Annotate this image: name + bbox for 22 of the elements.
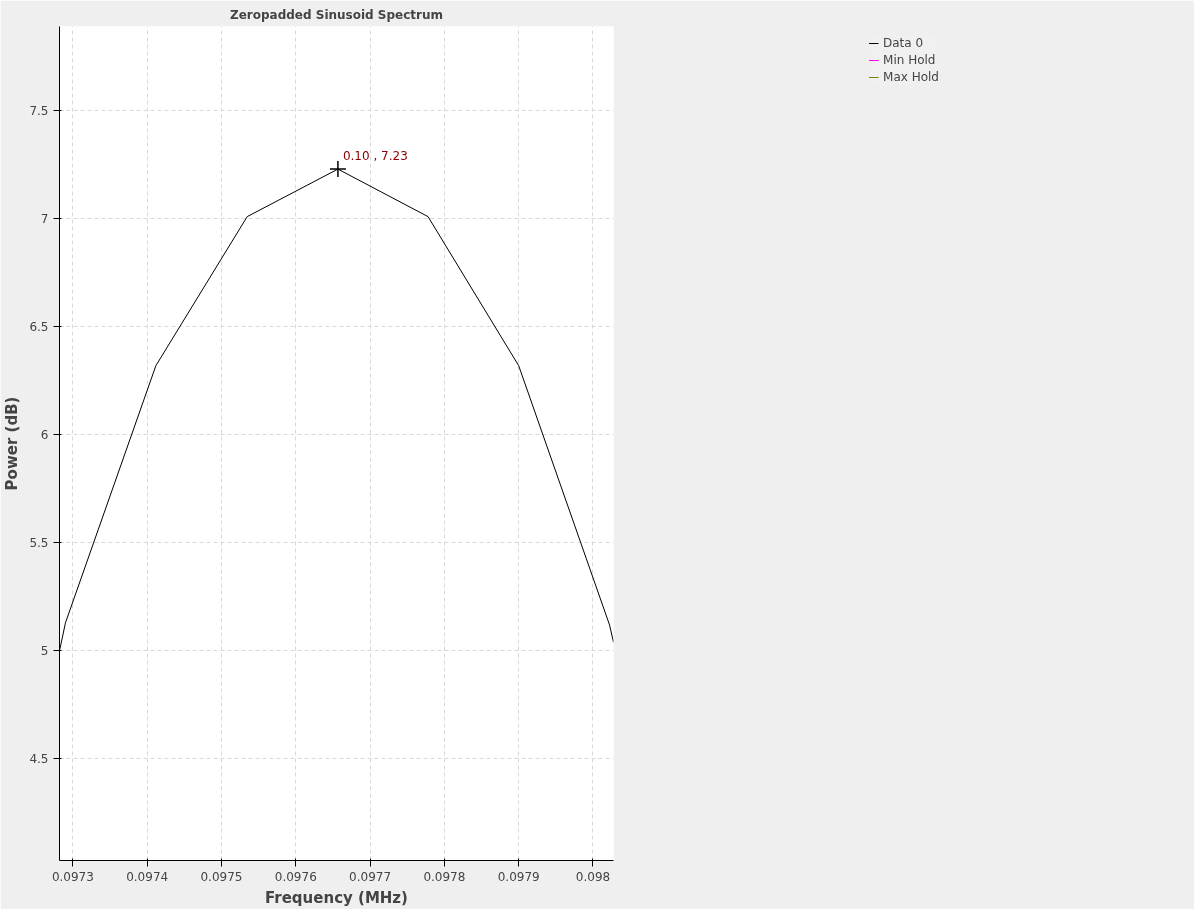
legend-label: Min Hold <box>883 53 936 67</box>
y-tick-label: 6 <box>40 428 49 443</box>
x-tick-label: 0.0976 <box>274 869 317 884</box>
x-tick-label: 0.0979 <box>497 869 540 884</box>
y-tick-label: 7.5 <box>29 104 49 119</box>
y-tick-label: 4.5 <box>29 752 49 767</box>
y-tick-label: 5 <box>40 644 49 659</box>
annotation: 0.10 , 7.23 <box>342 149 408 164</box>
chart-title: Zeropadded Sinusoid Spectrum <box>229 7 444 22</box>
x-tick-label: 0.0978 <box>423 869 466 884</box>
x-tick-label: 0.0977 <box>349 869 392 884</box>
x-tick-label: 0.0975 <box>200 869 243 884</box>
y-tick-label: 6.5 <box>29 320 49 335</box>
x-tick-label: 0.0973 <box>51 869 94 884</box>
x-tick-label: 0.0974 <box>126 869 169 884</box>
legend-label: Data 0 <box>883 36 924 50</box>
x-axis-title: Frequency (MHz) <box>265 888 408 907</box>
y-axis-title: Power (dB) <box>3 396 22 491</box>
legend-label: Max Hold <box>883 70 939 84</box>
x-tick-label: 0.098 <box>575 869 611 884</box>
y-tick-label: 5.5 <box>29 536 49 551</box>
y-tick-label: 7 <box>40 212 49 227</box>
